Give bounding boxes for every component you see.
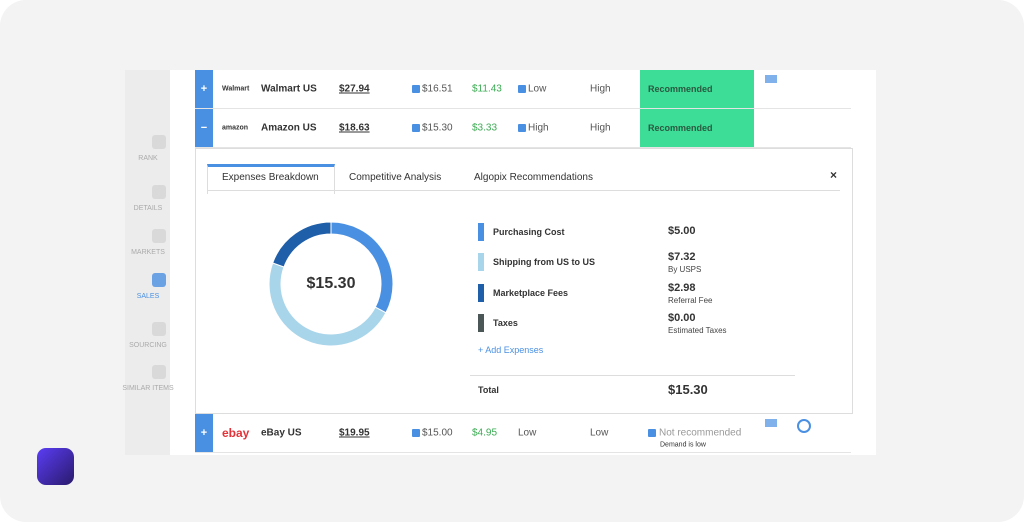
price[interactable]: $19.95	[339, 427, 370, 439]
status-note: Demand is low	[660, 441, 706, 449]
competition: Low	[528, 83, 547, 95]
info-icon	[648, 429, 656, 437]
expense-name: Taxes	[493, 318, 518, 328]
expense-name: Marketplace Fees	[493, 288, 569, 298]
expense-amount: $5.00	[668, 225, 696, 237]
expense-name: Shipping from US to US	[493, 257, 595, 267]
donut-chart: $15.30	[268, 221, 394, 347]
expense-note: By USPS	[668, 265, 702, 274]
sidebar-label[interactable]: SALES	[136, 293, 160, 300]
status: Not recommended	[659, 427, 742, 439]
cost: $15.00	[422, 427, 453, 439]
status: Recommended	[648, 123, 713, 133]
status: Recommended	[648, 84, 713, 94]
competition: High	[528, 122, 549, 134]
sidebar-label[interactable]: RANK	[138, 155, 158, 162]
shuffle-icon	[765, 419, 777, 427]
profit: $3.33	[472, 122, 498, 134]
market-name: eBay US	[261, 427, 302, 439]
close-button[interactable]: ×	[830, 168, 838, 182]
demand: High	[590, 83, 611, 95]
info-icon	[412, 85, 420, 93]
expense-name: Purchasing Cost	[493, 227, 565, 237]
donut-center-label: $15.30	[307, 275, 356, 292]
tab-line	[207, 190, 840, 191]
search-icon	[797, 419, 811, 433]
row-bg	[195, 414, 851, 453]
sidebar-label[interactable]: SOURCING	[129, 342, 167, 349]
expander-strip	[195, 70, 213, 108]
active-tab	[207, 164, 335, 194]
sidebar-icon	[152, 185, 166, 199]
info-icon	[412, 429, 420, 437]
shuffle-icon	[765, 75, 777, 83]
expense-amount: $2.98	[668, 282, 696, 294]
donut-segment	[330, 221, 394, 314]
sidebar-icon	[152, 365, 166, 379]
expander-strip	[195, 414, 213, 452]
total-label: Total	[478, 385, 499, 395]
market-name: Walmart US	[261, 83, 317, 95]
sidebar-icon	[152, 135, 166, 149]
price[interactable]: $18.63	[339, 122, 370, 134]
price[interactable]: $27.94	[339, 83, 370, 95]
demand: High	[590, 122, 611, 134]
tab[interactable]: Algopix Recommendations	[474, 172, 593, 183]
info-icon	[412, 124, 420, 132]
add-expenses-link[interactable]: + Add Expenses	[478, 345, 544, 355]
market-name: Amazon US	[261, 122, 317, 134]
legend-swatch	[478, 314, 484, 332]
cost: $15.30	[422, 122, 453, 134]
total-value: $15.30	[668, 382, 708, 397]
expander[interactable]: +	[200, 83, 208, 95]
expander-strip	[195, 109, 213, 147]
market-logo: Walmart	[222, 85, 250, 93]
profit: $11.43	[472, 83, 502, 95]
demand: Low	[590, 427, 609, 439]
sidebar-label[interactable]: DETAILS	[133, 205, 163, 212]
market-logo: ebay	[222, 426, 250, 440]
sidebar-icon	[152, 273, 166, 287]
tab[interactable]: Expenses Breakdown	[222, 172, 319, 183]
expense-amount: $0.00	[668, 312, 696, 324]
expense-note: Referral Fee	[668, 296, 713, 305]
legend-swatch	[478, 253, 484, 271]
app-icon	[37, 448, 74, 485]
expense-note: Estimated Taxes	[668, 326, 727, 335]
sidebar-label[interactable]: SIMILAR ITEMS	[122, 385, 174, 392]
info-icon	[518, 85, 526, 93]
info-icon	[518, 124, 526, 132]
legend-swatch	[478, 284, 484, 302]
total-line	[470, 375, 795, 376]
expander[interactable]: −	[200, 122, 208, 134]
sidebar-label[interactable]: MARKETS	[131, 249, 165, 256]
donut-segment	[272, 221, 332, 268]
status-box	[640, 70, 754, 108]
status-box	[640, 109, 754, 147]
sidebar-icon	[152, 229, 166, 243]
profit: $4.95	[472, 427, 498, 439]
expander[interactable]: +	[200, 427, 208, 439]
legend-swatch	[478, 223, 484, 241]
cost: $16.51	[422, 83, 453, 95]
market-logo: amazon	[222, 124, 249, 132]
expense-amount: $7.32	[668, 251, 696, 263]
sidebar-icon	[152, 322, 166, 336]
competition: Low	[518, 427, 537, 439]
tab[interactable]: Competitive Analysis	[349, 172, 442, 183]
